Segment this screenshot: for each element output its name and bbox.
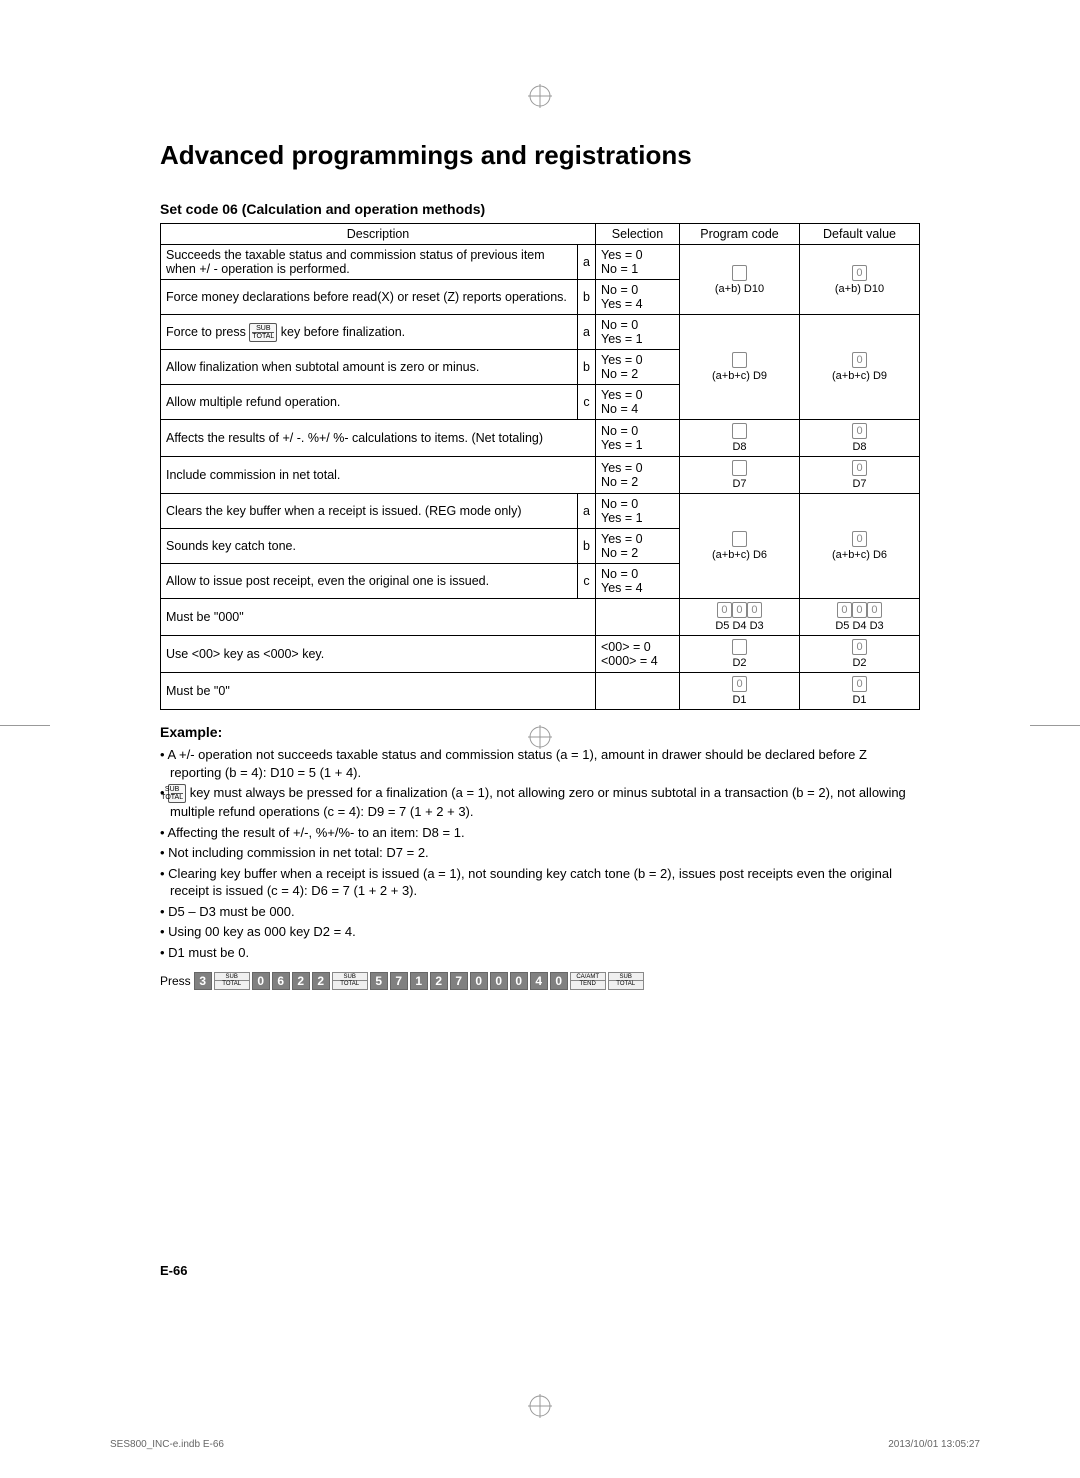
crop-mark-right (1030, 725, 1080, 749)
row-selection: <00> = 0<000> = 4 (596, 636, 680, 673)
keypad-function: SUBTOTAL (608, 972, 644, 990)
example-list: A +/- operation not succeeds taxable sta… (160, 746, 920, 962)
keypad-digit: 7 (450, 972, 468, 990)
row-default-value: 0(a+b) D10 (800, 245, 920, 315)
page-number: E-66 (160, 1263, 187, 1278)
row-desc: Allow finalization when subtotal amount … (161, 350, 578, 385)
keypad-digit: 2 (430, 972, 448, 990)
keypad-function: SUBTOTAL (214, 972, 250, 990)
row-desc: Allow multiple refund operation. (161, 385, 578, 420)
example-bullet: Affecting the result of +/-, %+/%- to an… (160, 824, 920, 842)
row-default-value: 0D2 (800, 636, 920, 673)
reg-mark-mid (528, 725, 552, 749)
row-selection: No = 0Yes = 1 (596, 420, 680, 457)
row-tag: b (578, 280, 596, 315)
print-info-right: 2013/10/01 13:05:27 (888, 1439, 980, 1450)
keypad-digit: 3 (194, 972, 212, 990)
keypad-function: CA/AMTTEND (570, 972, 606, 990)
row-program-code: 0D8 (680, 420, 800, 457)
example-bullet: SUBTOTAL key must always be pressed for … (160, 784, 920, 821)
keypad-digit: 0 (510, 972, 528, 990)
row-default-value: 0(a+b+c) D6 (800, 494, 920, 599)
press-label: Press (160, 974, 191, 988)
row-selection: Yes = 0No = 2 (596, 457, 680, 494)
example-bullet: D1 must be 0. (160, 944, 920, 962)
keypad-digit: 4 (530, 972, 548, 990)
row-tag: b (578, 350, 596, 385)
col-desc: Description (161, 224, 596, 245)
row-program-code: 0(a+b+c) D6 (680, 494, 800, 599)
keypad-digit: 0 (490, 972, 508, 990)
row-desc: Must be "000" (161, 599, 596, 636)
row-desc: Succeeds the taxable status and commissi… (161, 245, 578, 280)
reg-mark-top (528, 84, 552, 108)
col-sel: Selection (596, 224, 680, 245)
reg-mark-bottom (528, 1394, 552, 1418)
keypad-digit: 5 (370, 972, 388, 990)
row-default-value: 000D5 D4 D3 (800, 599, 920, 636)
row-program-code: 000D5 D4 D3 (680, 599, 800, 636)
row-tag: a (578, 494, 596, 529)
row-tag: c (578, 385, 596, 420)
row-default-value: 0D7 (800, 457, 920, 494)
row-selection: No = 0Yes = 4 (596, 280, 680, 315)
row-tag: c (578, 564, 596, 599)
settings-table: Description Selection Program code Defau… (160, 223, 920, 710)
row-desc: Must be "0" (161, 673, 596, 710)
row-program-code: 0(a+b) D10 (680, 245, 800, 315)
row-program-code: 0(a+b+c) D9 (680, 315, 800, 420)
row-desc: Affects the results of +/ -. %+/ %- calc… (161, 420, 596, 457)
row-tag: a (578, 315, 596, 350)
row-program-code: 0D7 (680, 457, 800, 494)
section-title: Set code 06 (Calculation and operation m… (160, 201, 920, 217)
row-default-value: 0D1 (800, 673, 920, 710)
print-info-left: SES800_INC-e.indb E-66 (110, 1439, 224, 1450)
row-selection: Yes = 0No = 4 (596, 385, 680, 420)
page-title: Advanced programmings and registrations (160, 140, 920, 171)
example-bullet: A +/- operation not succeeds taxable sta… (160, 746, 920, 781)
row-selection (596, 599, 680, 636)
keypad-digit: 0 (470, 972, 488, 990)
row-desc: Force to press SUBTOTAL key before final… (161, 315, 578, 350)
example-bullet: Using 00 key as 000 key D2 = 4. (160, 923, 920, 941)
keypad-digit: 7 (390, 972, 408, 990)
col-prog: Program code (680, 224, 800, 245)
row-default-value: 0(a+b+c) D9 (800, 315, 920, 420)
crop-mark-left (0, 725, 50, 749)
row-default-value: 0D8 (800, 420, 920, 457)
row-desc: Clears the key buffer when a receipt is … (161, 494, 578, 529)
press-sequence: Press 3SUBTOTAL0622SUBTOTAL5712700040CA/… (160, 972, 920, 990)
row-desc: Sounds key catch tone. (161, 529, 578, 564)
row-tag: a (578, 245, 596, 280)
row-tag: b (578, 529, 596, 564)
col-def: Default value (800, 224, 920, 245)
row-desc: Include commission in net total. (161, 457, 596, 494)
example-bullet: D5 – D3 must be 000. (160, 903, 920, 921)
keypad-digit: 2 (292, 972, 310, 990)
row-program-code: 0D2 (680, 636, 800, 673)
row-selection: No = 0Yes = 1 (596, 494, 680, 529)
keypad-function: SUBTOTAL (332, 972, 368, 990)
row-selection: No = 0Yes = 4 (596, 564, 680, 599)
row-desc: Allow to issue post receipt, even the or… (161, 564, 578, 599)
row-desc: Use <00> key as <000> key. (161, 636, 596, 673)
example-bullet: Clearing key buffer when a receipt is is… (160, 865, 920, 900)
keypad-digit: 0 (550, 972, 568, 990)
example-bullet: Not including commission in net total: D… (160, 844, 920, 862)
row-selection: Yes = 0No = 2 (596, 529, 680, 564)
keypad-digit: 1 (410, 972, 428, 990)
row-selection: No = 0Yes = 1 (596, 315, 680, 350)
row-selection: Yes = 0No = 1 (596, 245, 680, 280)
keypad-digit: 0 (252, 972, 270, 990)
row-selection (596, 673, 680, 710)
row-selection: Yes = 0No = 2 (596, 350, 680, 385)
row-program-code: 0D1 (680, 673, 800, 710)
keypad-digit: 6 (272, 972, 290, 990)
keypad-digit: 2 (312, 972, 330, 990)
row-desc: Force money declarations before read(X) … (161, 280, 578, 315)
